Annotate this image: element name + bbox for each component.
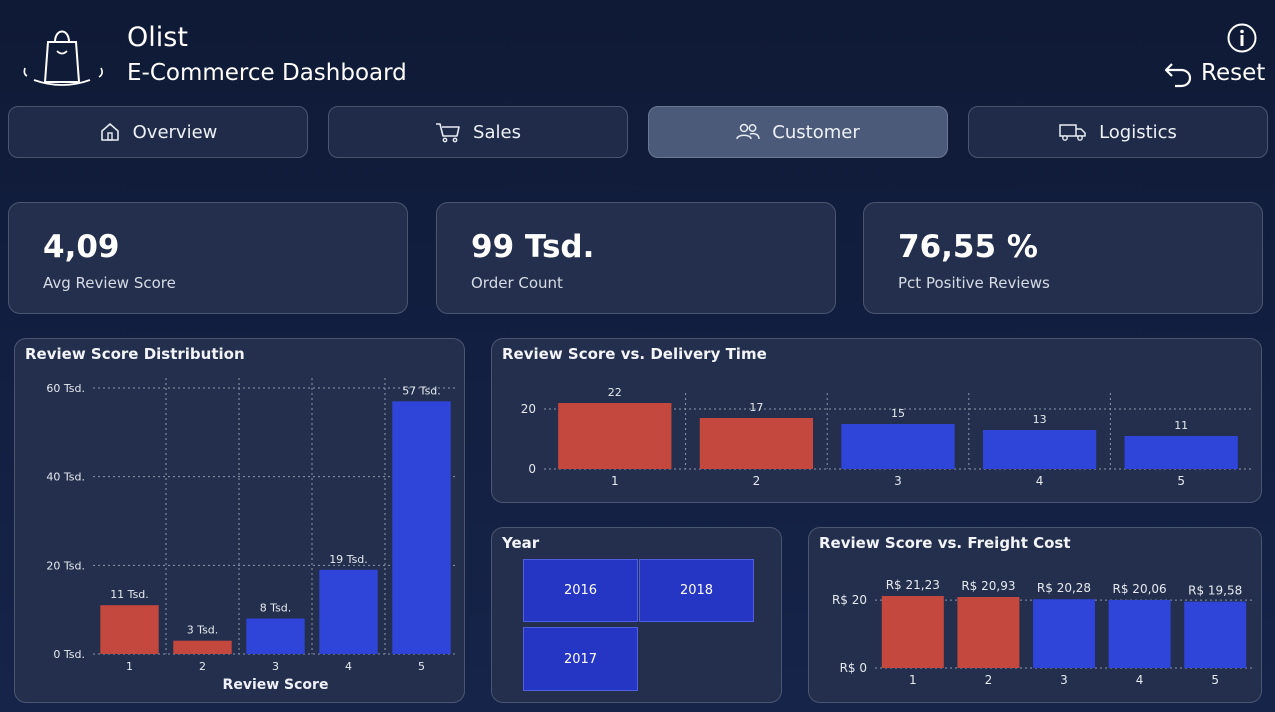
bar (957, 597, 1020, 668)
year-option-2016[interactable]: 2016 (523, 559, 638, 622)
tab-label: Customer (772, 121, 860, 143)
chart-title: Review Score vs. Freight Cost (819, 534, 1071, 552)
x-tick-label: 3 (894, 474, 902, 488)
info-button[interactable] (1226, 22, 1258, 54)
app-title: Olist (127, 22, 188, 53)
kpi-card-pct-positive: 76,55 % Pct Positive Reviews (863, 202, 1263, 314)
data-label: 13 (1033, 413, 1047, 426)
chart-title: Review Score vs. Delivery Time (502, 345, 767, 363)
x-tick-label: 3 (272, 660, 279, 673)
undo-icon (1164, 63, 1192, 88)
year-option-2017[interactable]: 2017 (523, 627, 638, 691)
review-distribution-panel: Review Score Distribution 0 Tsd. 20 Tsd. 4… (14, 338, 465, 703)
review-distribution-chart: 0 Tsd. 20 Tsd. 40 Tsd. 60 Tsd. 11 Tsd. 1 3 Tsd… (46, 378, 458, 693)
kpi-value: 4,09 (43, 229, 120, 265)
data-label: 57 Tsd. (402, 384, 441, 397)
year-option-2018[interactable]: 2018 (639, 559, 754, 622)
shopping-bag-icon (18, 20, 110, 88)
tab-sales[interactable]: Sales (328, 106, 628, 158)
y-tick-label: 0 (528, 462, 536, 476)
bar (246, 618, 305, 654)
x-tick-label: 2 (199, 660, 206, 673)
data-label: 17 (749, 401, 763, 414)
reset-label: Reset (1201, 60, 1266, 86)
bar (392, 401, 451, 654)
data-label: R$ 20,28 (1037, 581, 1091, 595)
tab-overview[interactable]: Overview (8, 106, 308, 158)
delivery-time-chart: 0 20 22 1 17 2 15 3 13 4 11 5 (521, 386, 1252, 488)
data-label: 22 (608, 386, 622, 399)
data-label: 11 Tsd. (110, 588, 149, 601)
data-label: R$ 19,58 (1188, 584, 1242, 598)
x-tick-label: 3 (1060, 673, 1068, 687)
x-tick-label: 4 (345, 660, 352, 673)
x-tick-label: 2 (985, 673, 993, 687)
year-slicer-panel: Year 2016 2018 2017 (491, 527, 782, 703)
x-tick-label: 4 (1136, 673, 1144, 687)
tab-label: Sales (473, 121, 521, 143)
data-label: R$ 21,23 (886, 578, 940, 592)
x-tick-label: 4 (1036, 474, 1044, 488)
x-tick-label: 1 (126, 660, 133, 673)
x-tick-label: 2 (753, 474, 761, 488)
truck-icon (1059, 124, 1086, 141)
delivery-time-panel: Review Score vs. Delivery Time 0 20 22 1 17 2… (491, 338, 1262, 503)
users-icon (736, 123, 761, 140)
data-label: 8 Tsd. (260, 602, 292, 615)
kpi-label: Avg Review Score (43, 274, 176, 292)
tab-label: Overview (132, 121, 218, 143)
y-tick-label: 0 Tsd. (53, 648, 85, 661)
bar (1124, 436, 1238, 469)
app-subtitle: E-Commerce Dashboard (127, 60, 407, 86)
tab-logistics[interactable]: Logistics (968, 106, 1268, 158)
kpi-card-order-count: 99 Tsd. Order Count (436, 202, 836, 314)
bar (881, 596, 944, 668)
tab-label: Logistics (1099, 121, 1177, 143)
data-label: 15 (891, 407, 905, 420)
data-label: 19 Tsd. (329, 553, 368, 566)
slicer-title: Year (502, 534, 540, 552)
freight-cost-panel: Review Score vs. Freight Cost R$ 0 R$ 20 R… (808, 527, 1262, 703)
x-tick-label: 5 (1177, 474, 1185, 488)
kpi-card-avg-review: 4,09 Avg Review Score (8, 202, 408, 314)
kpi-value: 99 Tsd. (471, 229, 595, 265)
y-tick-label: 20 Tsd. (46, 559, 85, 572)
bar (699, 418, 814, 469)
bar (841, 424, 955, 469)
bar (982, 430, 1097, 469)
y-tick-label: 20 (521, 402, 536, 416)
x-tick-label: 1 (611, 474, 619, 488)
y-tick-label: R$ 0 (840, 661, 867, 675)
y-tick-label: R$ 20 (832, 593, 867, 607)
data-label: R$ 20,93 (961, 579, 1015, 593)
chart-title: Review Score Distribution (25, 345, 245, 363)
info-icon (1227, 23, 1257, 53)
x-tick-label: 1 (909, 673, 917, 687)
bar (1184, 601, 1247, 668)
bar (558, 403, 672, 469)
kpi-label: Order Count (471, 274, 563, 292)
x-tick-label: 5 (1211, 673, 1219, 687)
bar (100, 605, 159, 654)
kpi-label: Pct Positive Reviews (898, 274, 1050, 292)
bar (173, 640, 232, 654)
y-tick-label: 40 Tsd. (46, 471, 85, 484)
freight-cost-chart: R$ 0 R$ 20 R$ 21,23 1 R$ 20,93 2 R$ 20,28 3 R$ 2… (832, 578, 1253, 687)
x-axis-title: Review Score (223, 677, 329, 693)
kpi-value: 76,55 % (898, 229, 1038, 265)
reset-button[interactable]: Reset (1163, 56, 1265, 90)
bar (1108, 599, 1171, 668)
cart-icon (436, 123, 460, 143)
data-label: 3 Tsd. (187, 624, 219, 637)
x-tick-label: 5 (418, 660, 425, 673)
y-tick-label: 60 Tsd. (46, 382, 85, 395)
data-label: R$ 20,06 (1113, 582, 1167, 596)
tab-customer[interactable]: Customer (648, 106, 948, 158)
bar (319, 569, 378, 654)
data-label: 11 (1174, 419, 1188, 432)
home-icon (100, 123, 119, 141)
bar (1033, 599, 1095, 668)
